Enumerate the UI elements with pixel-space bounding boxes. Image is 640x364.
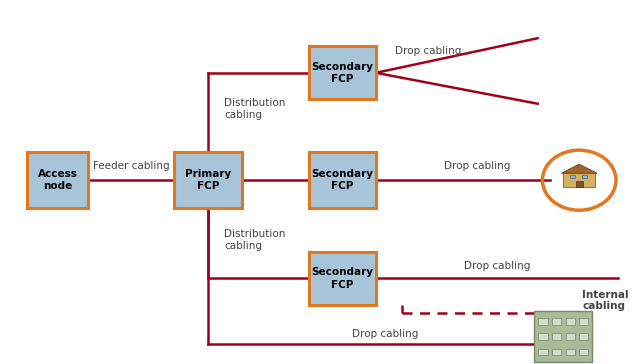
FancyBboxPatch shape xyxy=(538,333,548,340)
FancyBboxPatch shape xyxy=(576,181,582,187)
FancyBboxPatch shape xyxy=(538,349,548,355)
FancyBboxPatch shape xyxy=(552,333,561,340)
FancyBboxPatch shape xyxy=(27,152,88,208)
FancyBboxPatch shape xyxy=(309,152,376,208)
Text: Feeder cabling: Feeder cabling xyxy=(93,161,170,171)
Text: Secondary
FCP: Secondary FCP xyxy=(312,169,373,191)
Text: Drop cabling: Drop cabling xyxy=(444,161,511,171)
Text: Distribution
cabling: Distribution cabling xyxy=(224,229,285,250)
Text: Drop cabling: Drop cabling xyxy=(396,46,461,56)
Text: Secondary
FCP: Secondary FCP xyxy=(312,62,373,84)
FancyBboxPatch shape xyxy=(579,349,588,355)
FancyBboxPatch shape xyxy=(309,252,376,305)
FancyBboxPatch shape xyxy=(582,175,588,178)
Polygon shape xyxy=(561,164,597,173)
FancyBboxPatch shape xyxy=(552,318,561,325)
Text: Drop cabling: Drop cabling xyxy=(463,261,530,271)
Text: Distribution
cabling: Distribution cabling xyxy=(224,98,285,119)
FancyBboxPatch shape xyxy=(309,46,376,99)
FancyBboxPatch shape xyxy=(566,333,575,340)
FancyBboxPatch shape xyxy=(570,175,575,178)
FancyBboxPatch shape xyxy=(552,349,561,355)
FancyBboxPatch shape xyxy=(566,349,575,355)
FancyBboxPatch shape xyxy=(174,152,242,208)
FancyBboxPatch shape xyxy=(579,318,588,325)
FancyBboxPatch shape xyxy=(538,318,548,325)
Text: Access
node: Access node xyxy=(38,169,77,191)
FancyBboxPatch shape xyxy=(563,173,595,187)
Text: Primary
FCP: Primary FCP xyxy=(185,169,231,191)
Text: Secondary
FCP: Secondary FCP xyxy=(312,267,373,290)
Text: Internal
cabling: Internal cabling xyxy=(582,289,629,311)
Text: Drop cabling: Drop cabling xyxy=(353,329,419,339)
FancyBboxPatch shape xyxy=(579,333,588,340)
FancyBboxPatch shape xyxy=(534,311,592,362)
FancyBboxPatch shape xyxy=(566,318,575,325)
